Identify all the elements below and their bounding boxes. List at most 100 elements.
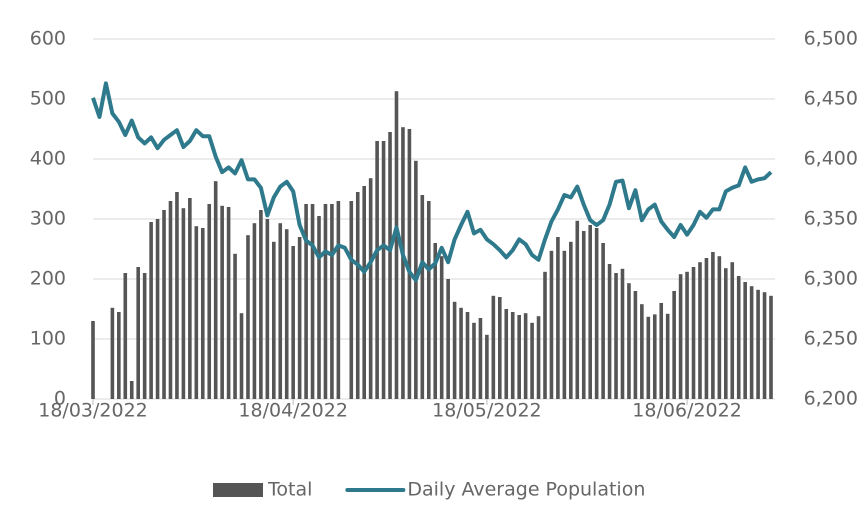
y2-tick-label: 6,500 — [804, 28, 858, 50]
x-tick-label: 18/04/2022 — [238, 400, 348, 422]
bar — [375, 141, 379, 399]
bar — [175, 192, 179, 399]
bar — [562, 250, 567, 399]
bar — [265, 219, 270, 399]
bar — [678, 274, 683, 399]
bar — [323, 204, 328, 399]
y-tick-label: 600 — [30, 28, 66, 50]
bar — [620, 268, 625, 399]
bar — [640, 304, 644, 399]
bar — [749, 286, 754, 399]
bar — [310, 204, 315, 399]
bar — [652, 314, 657, 399]
bar — [233, 253, 237, 399]
bar — [452, 301, 457, 399]
bar — [162, 210, 166, 399]
bar — [401, 127, 405, 399]
bar — [336, 201, 341, 399]
bar — [407, 129, 412, 399]
bar — [362, 186, 366, 399]
bar — [569, 241, 573, 399]
y2-tick-label: 6,300 — [804, 268, 858, 290]
bar — [291, 246, 295, 399]
bar — [685, 271, 689, 399]
bar — [155, 219, 160, 399]
bar — [485, 334, 489, 399]
bar — [556, 237, 560, 399]
bar — [659, 303, 664, 399]
bar — [368, 178, 373, 399]
y-tick-label: 200 — [30, 268, 66, 290]
bar — [117, 312, 121, 399]
y2-tick-label: 6,250 — [804, 328, 858, 350]
bar — [252, 223, 257, 399]
legend-label: Total — [267, 479, 312, 501]
bar — [478, 318, 483, 399]
bar — [459, 307, 463, 399]
bar — [730, 262, 735, 399]
bar — [207, 204, 212, 399]
bar — [691, 267, 696, 399]
bar — [388, 132, 392, 399]
bar — [330, 204, 334, 399]
bar — [530, 322, 534, 399]
bar — [594, 228, 599, 399]
x-tick-label: 18/03/2022 — [38, 400, 148, 422]
bar — [627, 283, 631, 399]
bar — [142, 273, 147, 399]
bar — [510, 312, 515, 399]
y-tick-label: 400 — [30, 148, 66, 170]
bar — [446, 279, 450, 399]
bar — [672, 291, 676, 399]
bar — [420, 195, 425, 399]
bar — [517, 315, 521, 399]
bar — [607, 264, 612, 399]
y2-tick-label: 6,350 — [804, 208, 858, 230]
bar — [633, 291, 638, 399]
line — [91, 81, 773, 283]
y-tick-label: 100 — [30, 328, 66, 350]
y-tick-label: 500 — [30, 88, 66, 110]
x-tick-label: 18/05/2022 — [432, 400, 542, 422]
bar — [536, 316, 541, 399]
bar — [272, 241, 276, 399]
bar — [304, 204, 308, 399]
bar — [181, 208, 186, 399]
bar — [549, 250, 554, 399]
bar — [743, 282, 747, 399]
bar — [543, 271, 547, 399]
bar — [239, 313, 244, 399]
bar — [614, 273, 618, 399]
bar — [278, 223, 283, 399]
bar — [168, 201, 173, 399]
bar — [194, 226, 199, 399]
bar — [601, 243, 605, 399]
bar — [504, 309, 509, 399]
bar — [646, 316, 651, 399]
bar — [110, 307, 115, 399]
y2-tick-label: 6,450 — [804, 88, 858, 110]
bar — [439, 256, 444, 399]
bar — [756, 289, 760, 399]
bar — [465, 312, 470, 399]
bar — [426, 201, 431, 399]
bar — [762, 292, 767, 399]
bar — [472, 322, 476, 399]
y2-tick-label: 6,200 — [804, 388, 858, 410]
bar — [665, 313, 670, 399]
bar — [259, 210, 263, 399]
bar — [769, 295, 773, 399]
bar — [91, 321, 95, 399]
bar — [297, 237, 302, 399]
bar — [284, 229, 289, 399]
bar — [349, 201, 354, 399]
x-tick-label: 18/06/2022 — [632, 400, 742, 422]
bar — [581, 231, 586, 399]
bar — [498, 297, 502, 399]
y-tick-label: 300 — [30, 208, 66, 230]
bar — [588, 225, 592, 399]
bar — [433, 243, 438, 399]
bar — [704, 258, 709, 399]
